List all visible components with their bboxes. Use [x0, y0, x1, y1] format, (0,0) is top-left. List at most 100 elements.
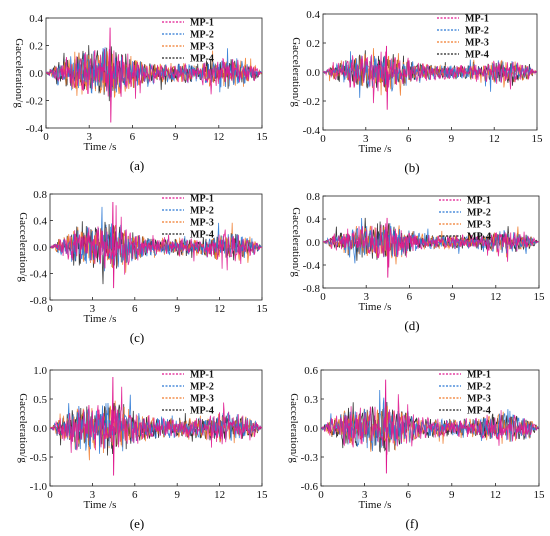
x-axis-label: Time /s — [359, 143, 392, 155]
legend-label-mp-4: MP-4 — [190, 406, 214, 417]
chart-panel-c: 0.8 0.4 0.0 -0.4 -0.8 0 3 6 9 12 15 Time /s Gacceler… — [0, 178, 275, 356]
y-tick-label: 0.3 — [304, 394, 318, 406]
y-tick-label: 0.0 — [304, 423, 318, 435]
x-tick-label: 9 — [174, 489, 180, 501]
y-tick-label: -0.4 — [26, 123, 44, 135]
x-tick-label: 9 — [174, 303, 180, 315]
y-tick-label: -1.0 — [30, 481, 48, 493]
x-tick-label: 3 — [90, 303, 96, 315]
y-tick-label: 0.8 — [306, 191, 320, 203]
legend-label-mp-2: MP-2 — [190, 30, 214, 41]
chart-svg: 1.0 0.5 0.0 -0.5 -1.00 3 6 9 12 15 Time /s Gacceler… — [17, 365, 269, 531]
chart-svg: 0.6 0.3 0.0 -0.3 -0.60 3 6 9 12 15 Time /s Gacceler… — [288, 365, 546, 531]
x-tick-label: 12 — [214, 489, 225, 501]
panel-caption: (a) — [130, 158, 144, 173]
panel-caption: (e) — [130, 516, 144, 531]
panel-caption: (f) — [406, 516, 419, 531]
x-tick-label: 12 — [489, 133, 500, 145]
legend-label-mp-1: MP-1 — [467, 196, 491, 207]
series-line-mp-1 — [45, 48, 263, 99]
y-tick-label: 0.4 — [33, 216, 47, 228]
chart-panel-e: 1.0 0.5 0.0 -0.5 -1.0 0 3 6 9 12 15 Time /s Gacceler… — [0, 356, 275, 534]
y-tick-label: -0.3 — [301, 452, 319, 464]
x-tick-label: 0 — [318, 489, 324, 501]
panel-caption: (d) — [404, 318, 419, 333]
series-peak-spike — [108, 27, 112, 123]
x-tick-label: 6 — [405, 489, 411, 501]
series-peak-spike — [384, 379, 388, 474]
y-tick-label: -0.4 — [303, 260, 321, 272]
y-tick-label: 0.5 — [33, 394, 47, 406]
y-tick-label: 0.0 — [33, 242, 47, 254]
x-axis-label: Time /s — [359, 499, 392, 511]
x-axis-label: Time /s — [84, 313, 117, 325]
x-tick-label: 9 — [173, 131, 179, 143]
legend-label-mp-1: MP-1 — [190, 194, 214, 205]
x-tick-label: 12 — [490, 489, 501, 501]
x-tick-label: 9 — [450, 291, 456, 303]
chart-panel-d: 0.8 0.4 0.0 -0.4 -0.8 0 3 6 9 12 15 Time /s Gacceler… — [275, 178, 550, 356]
series-line-mp-2 — [320, 389, 540, 452]
chart-svg: 0.4 0.2 0.0 -0.2 -0.40 3 6 9 12 15 Time /s Gacceler… — [13, 13, 268, 173]
y-tick-label: 0.2 — [306, 38, 320, 50]
x-tick-label: 6 — [130, 131, 136, 143]
chart-panel-a: 0.4 0.2 0.0 -0.2 -0.4 0 3 6 9 12 15 Time /s Gacceler… — [0, 0, 275, 178]
x-tick-label: 6 — [132, 489, 138, 501]
series-peak-spike — [111, 376, 115, 476]
x-tick-label: 6 — [406, 133, 412, 145]
chart-svg: 0.4 0.2 0.0 -0.2 -0.40 3 6 9 12 15 Time /s Gacceler… — [290, 9, 543, 175]
legend-label-mp-2: MP-2 — [190, 382, 214, 393]
y-axis-label: Gacceleration/g — [17, 393, 29, 463]
y-tick-label: -0.4 — [30, 269, 48, 281]
legend-label-mp-3: MP-3 — [190, 42, 214, 53]
series-line-mp-1 — [322, 51, 537, 104]
x-tick-label: 0 — [320, 133, 326, 145]
legend-label-mp-4: MP-4 — [467, 406, 491, 417]
x-tick-label: 0 — [320, 291, 326, 303]
x-tick-label: 0 — [43, 131, 49, 143]
y-axis-label: Gacceleration/g — [13, 38, 25, 108]
x-tick-label: 0 — [47, 489, 53, 501]
chart-panel-b: 0.4 0.2 0.0 -0.2 -0.4 0 3 6 9 12 15 Time /s Gacceler… — [275, 0, 550, 178]
legend-label-mp-4: MP-4 — [465, 50, 489, 61]
x-tick-label: 9 — [449, 489, 455, 501]
y-tick-label: 0.0 — [306, 67, 320, 79]
y-tick-label: -0.8 — [303, 283, 321, 295]
x-tick-label: 9 — [449, 133, 455, 145]
y-axis-label: Gacceleration/g — [17, 212, 29, 282]
y-tick-label: -0.5 — [30, 452, 48, 464]
y-tick-label: 0.0 — [33, 423, 47, 435]
x-tick-label: 6 — [132, 303, 138, 315]
x-tick-label: 15 — [257, 489, 269, 501]
y-tick-label: 0.4 — [306, 9, 320, 21]
series-peak-spike — [385, 217, 389, 278]
y-tick-label: 1.0 — [33, 365, 47, 377]
series-peak-spike — [111, 201, 115, 289]
x-tick-label: 0 — [47, 303, 53, 315]
y-tick-label: 0.2 — [29, 41, 43, 53]
series-line-mp-2 — [49, 394, 262, 454]
y-tick-label: 0.8 — [33, 189, 47, 201]
x-tick-label: 15 — [257, 303, 269, 315]
y-tick-label: -0.2 — [26, 96, 43, 108]
x-tick-label: 6 — [407, 291, 413, 303]
x-axis-label: Time /s — [84, 141, 117, 153]
series-line-mp-1 — [320, 394, 540, 455]
legend-label-mp-3: MP-3 — [467, 220, 491, 231]
series-line-mp-1 — [322, 223, 540, 268]
x-tick-label: 15 — [534, 489, 546, 501]
legend-label-mp-3: MP-3 — [467, 394, 491, 405]
x-axis-label: Time /s — [359, 301, 392, 313]
legend-label-mp-1: MP-1 — [190, 18, 214, 29]
legend-label-mp-4: MP-4 — [190, 54, 214, 65]
x-tick-label: 3 — [362, 489, 368, 501]
x-tick-label: 12 — [214, 303, 225, 315]
y-tick-label: 0.6 — [304, 365, 318, 377]
legend-label-mp-2: MP-2 — [190, 206, 214, 217]
legend-label-mp-3: MP-3 — [190, 394, 214, 405]
x-tick-label: 3 — [363, 133, 369, 145]
y-tick-label: -0.6 — [301, 481, 319, 493]
x-tick-label: 3 — [90, 489, 96, 501]
chart-panel-f: 0.6 0.3 0.0 -0.3 -0.6 0 3 6 9 12 15 Time /s Gacceler… — [275, 356, 550, 534]
x-tick-label: 12 — [490, 291, 501, 303]
